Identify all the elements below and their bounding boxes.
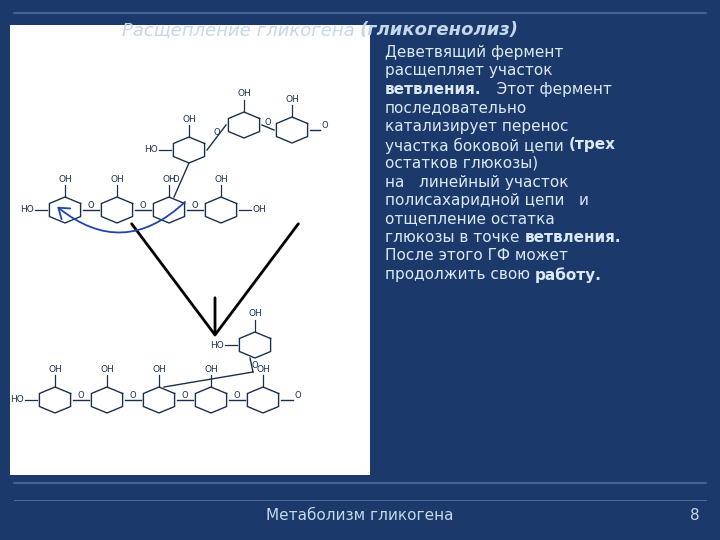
Text: O: O	[294, 392, 301, 401]
Text: OH: OH	[252, 206, 266, 214]
Text: O: O	[78, 390, 84, 400]
Text: OH: OH	[100, 364, 114, 374]
Text: продолжить свою: продолжить свою	[385, 267, 535, 282]
Text: OH: OH	[285, 94, 299, 104]
Text: ветвления.: ветвления.	[385, 82, 482, 97]
Text: (гликогенолиз): (гликогенолиз)	[360, 21, 519, 39]
Text: 8: 8	[690, 508, 700, 523]
Text: OH: OH	[204, 364, 218, 374]
Text: Метаболизм гликогена: Метаболизм гликогена	[266, 508, 454, 523]
Text: на   линейный участок: на линейный участок	[385, 174, 569, 190]
Text: O: O	[140, 200, 146, 210]
Text: OH: OH	[248, 309, 262, 319]
Text: OH: OH	[162, 174, 176, 184]
Text: O: O	[130, 390, 136, 400]
Text: O: O	[88, 200, 94, 210]
Text: OH: OH	[48, 364, 62, 374]
Text: катализирует перенос: катализирует перенос	[385, 119, 569, 134]
Text: отщепление остатка: отщепление остатка	[385, 212, 554, 226]
Text: HO: HO	[10, 395, 24, 404]
Text: расщепляет участок: расщепляет участок	[385, 64, 552, 78]
Text: HO: HO	[144, 145, 158, 154]
Text: OH: OH	[152, 364, 166, 374]
Text: Расщепление гликогена: Расщепление гликогена	[122, 21, 360, 39]
Text: ветвления.: ветвления.	[524, 230, 621, 245]
Text: OH: OH	[256, 364, 270, 374]
Text: остатков глюкозы): остатков глюкозы)	[385, 156, 538, 171]
FancyArrowPatch shape	[58, 202, 185, 233]
Text: HO: HO	[210, 341, 224, 349]
Text: O: O	[181, 390, 189, 400]
Text: OH: OH	[214, 174, 228, 184]
Text: работу.: работу.	[535, 267, 602, 283]
Bar	[10, 25, 370, 475]
Text: O: O	[213, 128, 220, 137]
Text: OH: OH	[182, 114, 196, 124]
Text: O: O	[172, 176, 179, 185]
Text: O: O	[192, 200, 198, 210]
Text: O: O	[234, 390, 240, 400]
Text: OH: OH	[58, 174, 72, 184]
Text: HO: HO	[20, 206, 34, 214]
Text: участка боковой цепи: участка боковой цепи	[385, 138, 569, 154]
Text: Этот фермент: Этот фермент	[482, 82, 611, 97]
Text: O: O	[322, 122, 328, 131]
Text: полисахаридной цепи   и: полисахаридной цепи и	[385, 193, 589, 208]
Text: O: O	[252, 361, 258, 369]
Text: последовательно: последовательно	[385, 100, 527, 116]
Text: глюкозы в точке: глюкозы в точке	[385, 230, 524, 245]
Text: O: O	[265, 118, 271, 127]
Text: OH: OH	[110, 174, 124, 184]
Text: Деветвящий фермент: Деветвящий фермент	[385, 45, 563, 60]
Text: После этого ГФ может: После этого ГФ может	[385, 248, 568, 264]
Text: (трех: (трех	[569, 138, 616, 152]
Text: OH: OH	[237, 90, 251, 98]
